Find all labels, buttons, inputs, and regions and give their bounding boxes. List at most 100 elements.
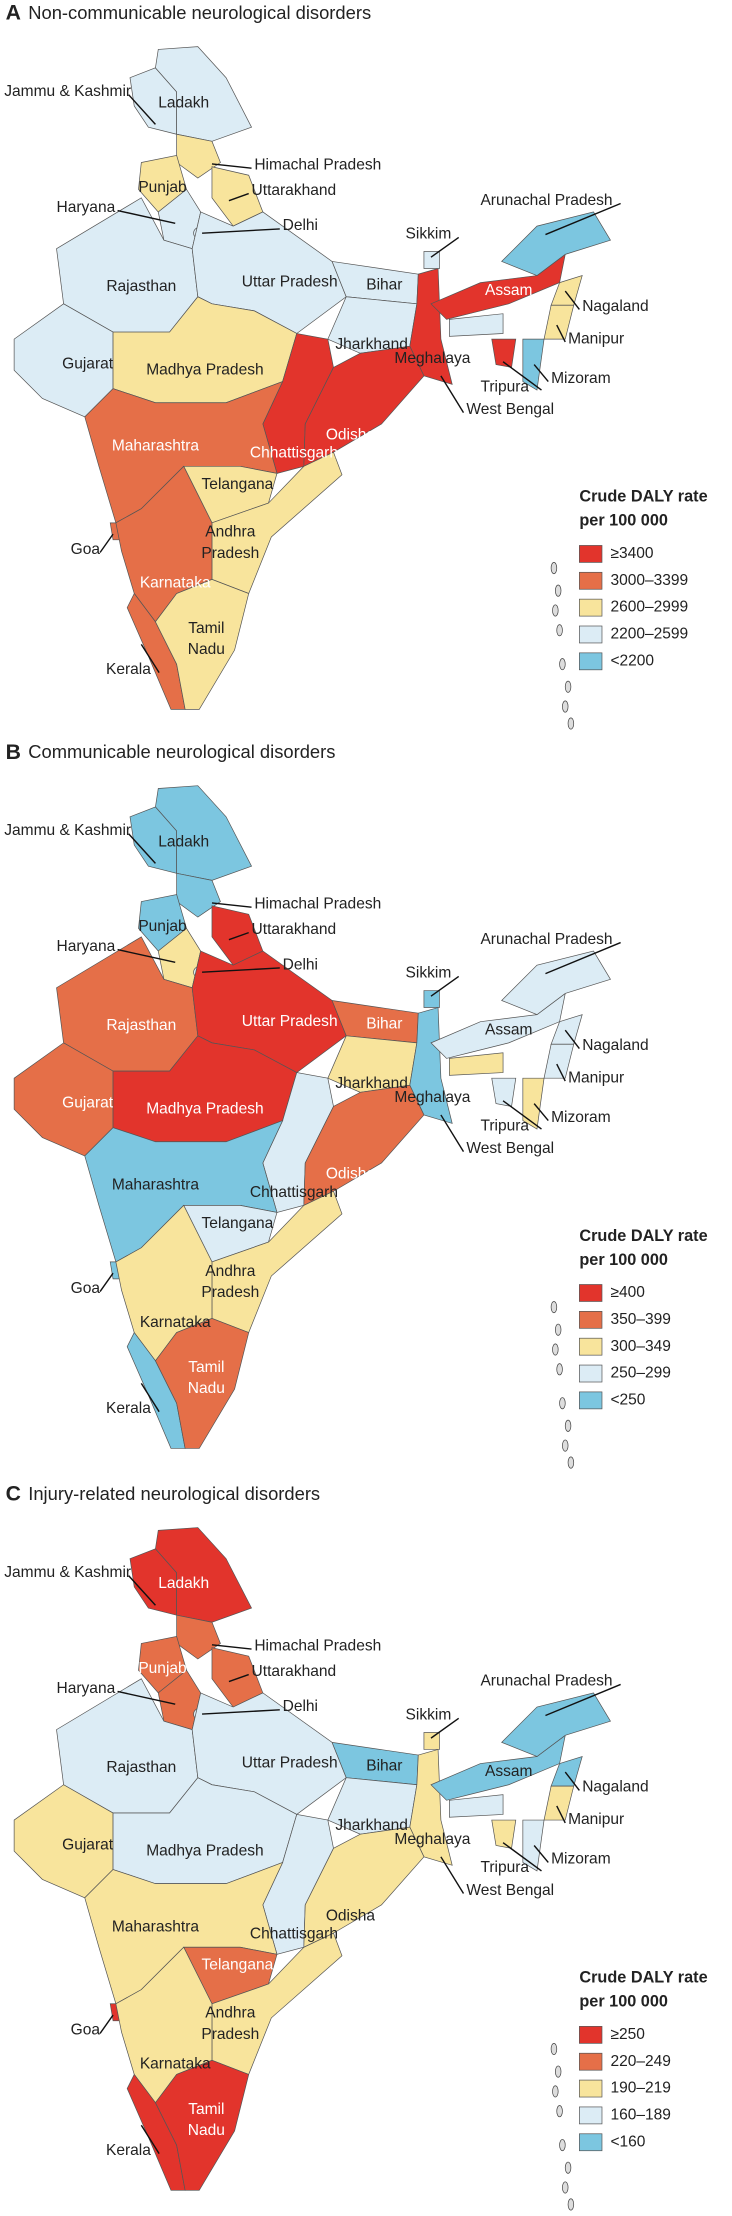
state-region (155, 1318, 250, 1449)
state-label: Maharashtra (112, 438, 200, 455)
leader-line (140, 1383, 160, 1413)
state-label: Rajasthan (106, 1759, 176, 1776)
state-label: Karnataka (140, 575, 211, 592)
legend-label: 3000–3399 (610, 572, 688, 589)
state-region (303, 1826, 425, 1948)
state-label: Jammu & Kashmir (4, 822, 131, 839)
state-label: Haryana (57, 1680, 116, 1697)
island (567, 1456, 575, 1469)
island (562, 2181, 569, 2194)
state-label: Gujarat (62, 356, 114, 373)
leader-line (202, 967, 280, 973)
leader-line (211, 163, 252, 169)
state-label: Nagaland (582, 1779, 649, 1796)
state-label: Gujarat (62, 1837, 114, 1854)
state-region (449, 1794, 504, 1818)
legend: Crude DALY rate per 100 000 ≥250 220–249 190… (579, 1969, 708, 2152)
state-label: Kerala (106, 661, 151, 678)
legend-swatch (579, 2026, 603, 2044)
panel-letter: A (6, 2, 21, 25)
state-label: Himachal Pradesh (254, 1637, 381, 1654)
leader-line (128, 94, 156, 125)
state-label: Uttarakhand (252, 182, 337, 199)
leader-line (140, 2124, 160, 2154)
state-label: Sikkim (406, 1707, 452, 1724)
state-label: Madhya Pradesh (146, 361, 263, 378)
state-label: Himachal Pradesh (254, 156, 381, 173)
island (567, 2198, 575, 2211)
leader-line (564, 290, 580, 310)
island (564, 2161, 572, 2174)
state-label: Goa (71, 541, 101, 558)
leader-line (128, 1575, 156, 1606)
leader-line (533, 1845, 549, 1863)
leader-line (545, 1683, 621, 1717)
state-label: Mizoram (551, 1851, 611, 1868)
leader-line (430, 975, 460, 997)
state-label: Punjab (138, 1660, 186, 1677)
state-label: Sikkim (406, 965, 452, 982)
state-label: Odisha (326, 1907, 376, 1924)
island (562, 1439, 569, 1452)
state-label: Tamil Nadu (188, 2101, 225, 2139)
state-label: Tripura (480, 1859, 529, 1876)
leader-line (440, 1114, 465, 1153)
state-label: Manipur (568, 1811, 624, 1828)
state-label: Arunachal Pradesh (480, 931, 612, 948)
island (550, 562, 558, 575)
state-label: Goa (71, 1280, 101, 1297)
legend-swatch (579, 1284, 603, 1302)
state-label: Goa (71, 2022, 101, 2039)
island (562, 700, 569, 713)
legend: Crude DALY rate per 100 000 ≥3400 3000–3399… (579, 488, 708, 671)
state-label: Chhattisgarh (250, 445, 338, 462)
legend-swatch (579, 2106, 603, 2125)
island (554, 584, 562, 597)
state-label: Madhya Pradesh (146, 1100, 263, 1117)
state-region (491, 1819, 517, 1849)
state-label: Andhra Pradesh (201, 1263, 259, 1301)
state-label: Maharashtra (112, 1177, 200, 1194)
state-label: Uttar Pradesh (242, 274, 338, 291)
legend-title: per 100 000 (579, 512, 668, 530)
state-label: Bihar (366, 277, 402, 294)
legend-label: ≥250 (610, 2026, 645, 2043)
legend-label: 2600–2999 (610, 599, 688, 616)
island (559, 658, 566, 671)
leader-line (211, 1644, 252, 1650)
state-label: Delhi (283, 956, 318, 973)
leader-line (502, 1842, 542, 1872)
legend-label: ≥3400 (610, 545, 653, 562)
state-region (155, 1527, 253, 1623)
legend-swatch (579, 1311, 603, 1329)
legend-swatch (579, 1364, 603, 1383)
island (559, 2139, 566, 2152)
state-label: Arunachal Pradesh (480, 1673, 612, 1690)
state-label: Madhya Pradesh (146, 1842, 263, 1859)
state-label: Ladakh (158, 833, 209, 850)
state-region (303, 345, 425, 467)
leader-line (564, 1029, 580, 1049)
island (554, 2065, 562, 2078)
state-label: Telangana (202, 1957, 274, 1974)
island (552, 1343, 559, 1356)
panel-letter: C (6, 1483, 21, 1506)
state-label: Assam (485, 1021, 532, 1038)
state-region (449, 313, 504, 337)
state-label: Uttar Pradesh (242, 1755, 338, 1772)
state-label: Himachal Pradesh (254, 895, 381, 912)
state-label: Uttarakhand (252, 1663, 337, 1680)
legend-label: 160–189 (610, 2107, 670, 2124)
state-region (543, 304, 575, 340)
panel-title: Communicable neurological disorders (28, 741, 335, 762)
legend-swatch (579, 2133, 603, 2152)
state-region (155, 2059, 250, 2191)
state-label: Delhi (283, 1698, 318, 1715)
legend-swatch (579, 652, 603, 671)
legend-label: ≥400 (610, 1284, 645, 1301)
leader-line (202, 228, 280, 234)
island (559, 1397, 566, 1410)
state-label: Gujarat (62, 1095, 114, 1112)
leader-line (99, 1272, 114, 1292)
state-label: Nagaland (582, 1037, 649, 1054)
